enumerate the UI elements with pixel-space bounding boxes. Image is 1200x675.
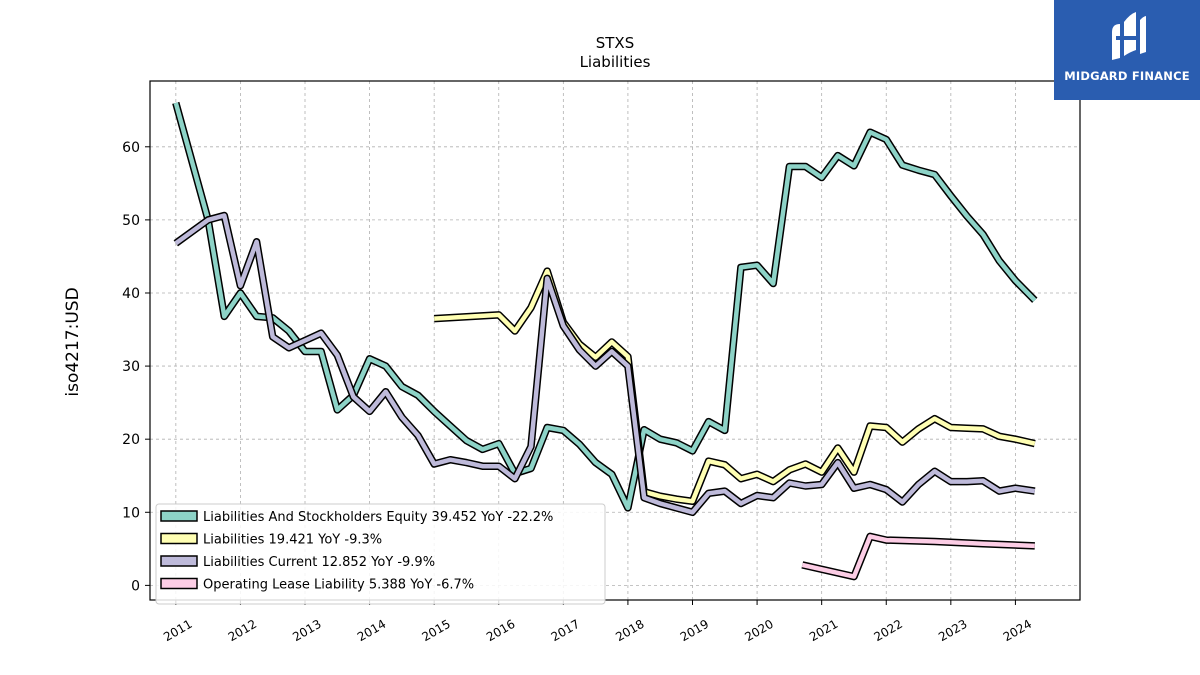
legend-entry-1: Liabilities 19.421 YoY -9.3% bbox=[203, 533, 382, 548]
y-tick-label: 40 bbox=[122, 286, 140, 302]
y-tick-label: 30 bbox=[122, 359, 140, 375]
y-tick-label: 0 bbox=[131, 578, 140, 594]
legend-swatch-1 bbox=[160, 532, 198, 545]
series-lines bbox=[172, 101, 1038, 581]
y-tick-label: 60 bbox=[122, 140, 140, 156]
y-tick-label: 20 bbox=[122, 432, 140, 448]
legend-entry-0: Liabilities And Stockholders Equity 39.4… bbox=[203, 510, 553, 525]
chart-title: STXS bbox=[596, 34, 634, 52]
legend-entry-3: Operating Lease Liability 5.388 YoY -6.7… bbox=[203, 578, 474, 593]
grid-lines bbox=[150, 81, 1080, 600]
y-tick-label: 10 bbox=[122, 505, 140, 521]
x-tick-label: 2015 bbox=[419, 617, 452, 644]
x-tick-label: 2012 bbox=[226, 617, 259, 644]
legend-swatch-2 bbox=[160, 555, 198, 567]
plot-area-frame bbox=[149, 80, 1081, 601]
legend-entry-2: Liabilities Current 12.852 YoY -9.9% bbox=[203, 555, 435, 570]
y-tick-label: 50 bbox=[122, 213, 140, 229]
x-tick-label: 2020 bbox=[742, 617, 775, 644]
series-line-0 bbox=[173, 102, 1037, 511]
chart-subtitle: Liabilities bbox=[580, 53, 651, 71]
x-tick-label: 2018 bbox=[613, 617, 646, 644]
x-tick-label: 2021 bbox=[807, 617, 840, 644]
legend-swatch-3 bbox=[160, 577, 198, 590]
legend-swatch-0 bbox=[160, 510, 198, 522]
series-line-3 bbox=[801, 534, 1035, 579]
x-tick-label: 2011 bbox=[161, 617, 194, 644]
x-tick-label: 2017 bbox=[549, 617, 582, 644]
y-axis-label: iso4217:USD bbox=[63, 287, 83, 396]
legend-box bbox=[155, 503, 606, 605]
midgard-rune-icon bbox=[1112, 12, 1146, 60]
x-tick-label: 2013 bbox=[290, 617, 323, 644]
x-tick-label: 2024 bbox=[1001, 617, 1034, 644]
brand-name: MIDGARD FINANCE bbox=[1064, 69, 1190, 83]
x-tick-label: 2019 bbox=[678, 617, 711, 644]
series-line-2 bbox=[174, 213, 1036, 515]
x-tick-label: 2022 bbox=[872, 617, 905, 644]
x-tick-label: 2016 bbox=[484, 617, 517, 644]
x-tick-label: 2023 bbox=[936, 617, 969, 644]
x-tick-label: 2014 bbox=[355, 617, 388, 644]
brand-logo: MIDGARD FINANCE bbox=[1054, 0, 1200, 100]
legend: Liabilities And Stockholders Equity 39.4… bbox=[155, 503, 606, 605]
